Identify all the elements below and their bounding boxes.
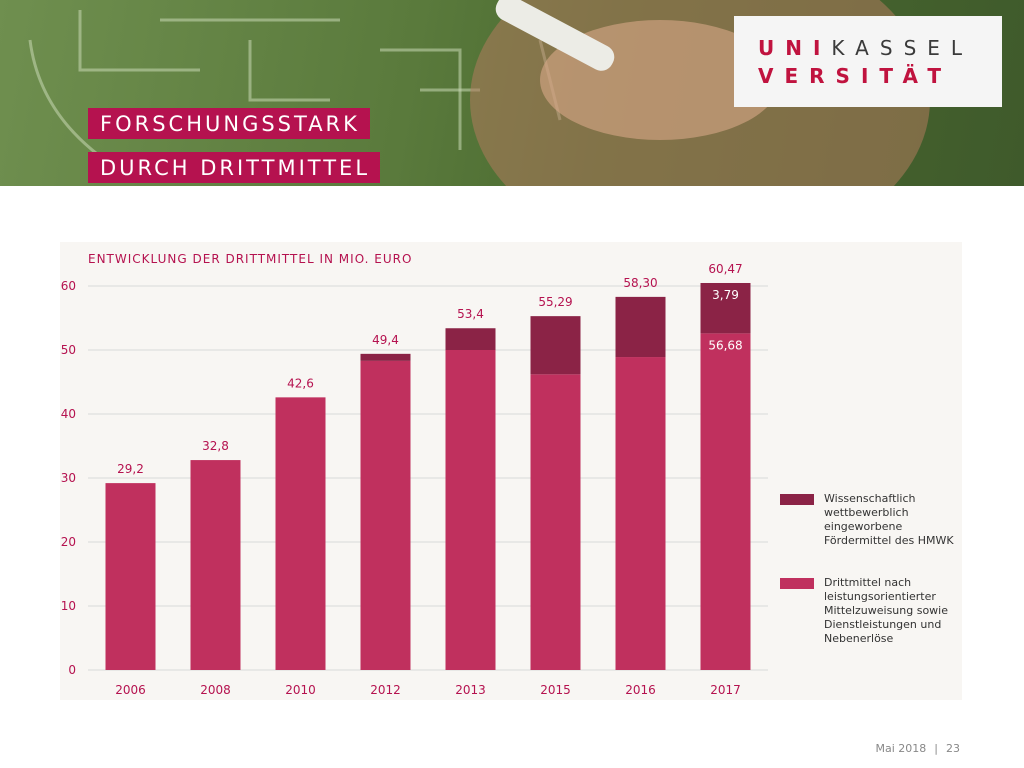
bar-segment-2008-series-0 xyxy=(190,460,241,670)
x-tick-label: 2015 xyxy=(540,683,571,697)
x-tick-label: 2017 xyxy=(710,683,741,697)
bar-segment-2016-series-0 xyxy=(615,357,666,670)
x-tick-label: 2008 xyxy=(200,683,231,697)
bar-segment-2016-series-1 xyxy=(615,296,666,358)
x-tick-label: 2006 xyxy=(115,683,146,697)
y-tick-label: 60 xyxy=(61,279,76,293)
y-tick-label: 50 xyxy=(61,343,76,357)
footer-date: Mai 2018 xyxy=(875,742,927,755)
x-tick-label: 2012 xyxy=(370,683,401,697)
bar-segment-2017-series-0 xyxy=(700,333,751,670)
x-tick-label: 2010 xyxy=(285,683,316,697)
legend-label-hmwk: Wissenschaftlich wettbewerblich eingewor… xyxy=(824,492,954,547)
bar-total-label: 29,2 xyxy=(117,462,144,476)
y-tick-label: 20 xyxy=(61,535,76,549)
page-number: 23 xyxy=(946,742,960,755)
bar-segment-2013-series-1 xyxy=(445,328,496,350)
bar-segment-2015-series-1 xyxy=(530,316,581,375)
tagline-line-1: FORSCHUNGSSTARK xyxy=(88,108,370,139)
legend-swatch-hmwk xyxy=(780,494,814,505)
x-tick-label: 2016 xyxy=(625,683,656,697)
legend-swatch-drittmittel xyxy=(780,578,814,589)
logo-text-versitaet: VERSITÄT xyxy=(758,64,953,88)
page-footer: Mai 2018 | 23 xyxy=(872,742,965,755)
tagline-line-2: DURCH DRITTMITTEL xyxy=(88,152,381,183)
y-tick-label: 0 xyxy=(68,663,76,677)
y-tick-label: 10 xyxy=(61,599,76,613)
bar-total-label: 60,47 xyxy=(708,262,742,276)
bar-segment-2012-series-0 xyxy=(360,360,411,670)
bar-segment-2010-series-0 xyxy=(275,397,326,670)
y-tick-label: 40 xyxy=(61,407,76,421)
bar-total-label: 58,30 xyxy=(623,276,657,290)
bar-segment-2012-series-1 xyxy=(360,353,411,361)
bar-total-label: 49,4 xyxy=(372,333,399,347)
segment-value-label: 56,68 xyxy=(708,338,742,352)
chart-panel: ENTWICKLUNG DER DRITTMITTEL IN MIO. EURO… xyxy=(60,242,962,700)
bar-segment-2015-series-0 xyxy=(530,374,581,670)
bar-total-label: 42,6 xyxy=(287,376,314,390)
segment-value-label: 3,79 xyxy=(712,288,739,302)
bar-total-label: 32,8 xyxy=(202,439,229,453)
x-tick-label: 2013 xyxy=(455,683,486,697)
bar-segment-2017-series-1 xyxy=(700,282,751,334)
university-logo[interactable]: UNIKASSEL VERSITÄT xyxy=(734,16,1002,107)
bar-chart: 0 10 20 30 40 50 60 29,2 2006 32,8 2008 42,6 2010 49,… xyxy=(61,262,768,697)
logo-text-uni: UNI xyxy=(758,36,832,60)
footer-separator: | xyxy=(934,742,938,755)
y-tick-label: 30 xyxy=(61,471,76,485)
bar-segment-2006-series-0 xyxy=(105,483,156,670)
bar-segment-2013-series-0 xyxy=(445,350,496,670)
chart-title: ENTWICKLUNG DER DRITTMITTEL IN MIO. EURO xyxy=(88,252,413,266)
legend-label-drittmittel: Drittmittel nach leistungsorientierter M… xyxy=(824,576,948,645)
bar-total-label: 53,4 xyxy=(457,307,484,321)
header-banner: FORSCHUNGSSTARK DURCH DRITTMITTEL UNIKAS… xyxy=(0,0,1024,186)
bar-total-label: 55,29 xyxy=(538,295,572,309)
logo-text-kassel: KASSEL xyxy=(831,36,974,60)
